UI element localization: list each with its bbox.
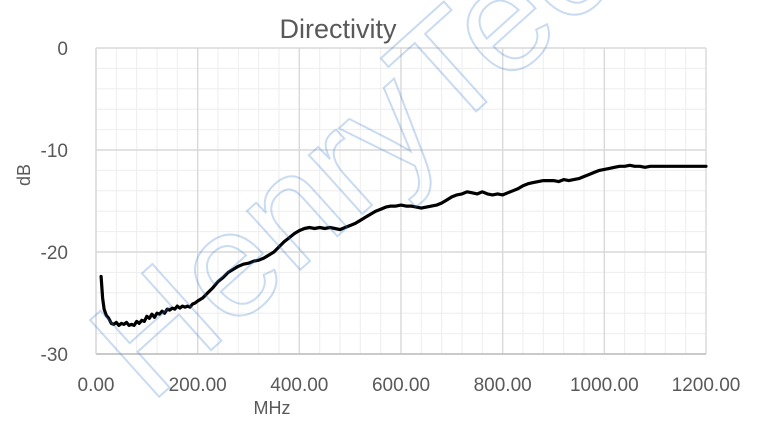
x-tick-label: 800.00 — [474, 375, 532, 396]
watermark-text: HenryTech — [59, 0, 704, 421]
series-line-1 — [99, 163, 708, 327]
y-tick-labels: 0 -10 -20 -30 — [41, 39, 68, 366]
axis-lines — [95, 48, 706, 355]
y-tick-label: -10 — [41, 141, 68, 162]
y-tick-label: 0 — [57, 39, 68, 60]
x-tick-label: 0.00 — [78, 375, 115, 396]
series-layer — [99, 163, 708, 327]
x-tick-label: 600.00 — [372, 375, 430, 396]
x-tick-label: 1200.00 — [672, 375, 741, 396]
y-tick-label: -30 — [41, 345, 68, 366]
x-tick-labels: 0.00 200.00 400.00 600.00 800.00 1000.00 1200.… — [78, 375, 741, 396]
x-tick-label: 1000.00 — [570, 375, 639, 396]
y-tick-label: -20 — [41, 243, 68, 264]
y-axis-title: dB — [14, 164, 34, 186]
x-tick-label: 400.00 — [270, 375, 328, 396]
chart-title: Directivity — [279, 14, 397, 44]
x-tick-label: 200.00 — [169, 375, 227, 396]
x-axis-title: MHz — [254, 398, 291, 418]
